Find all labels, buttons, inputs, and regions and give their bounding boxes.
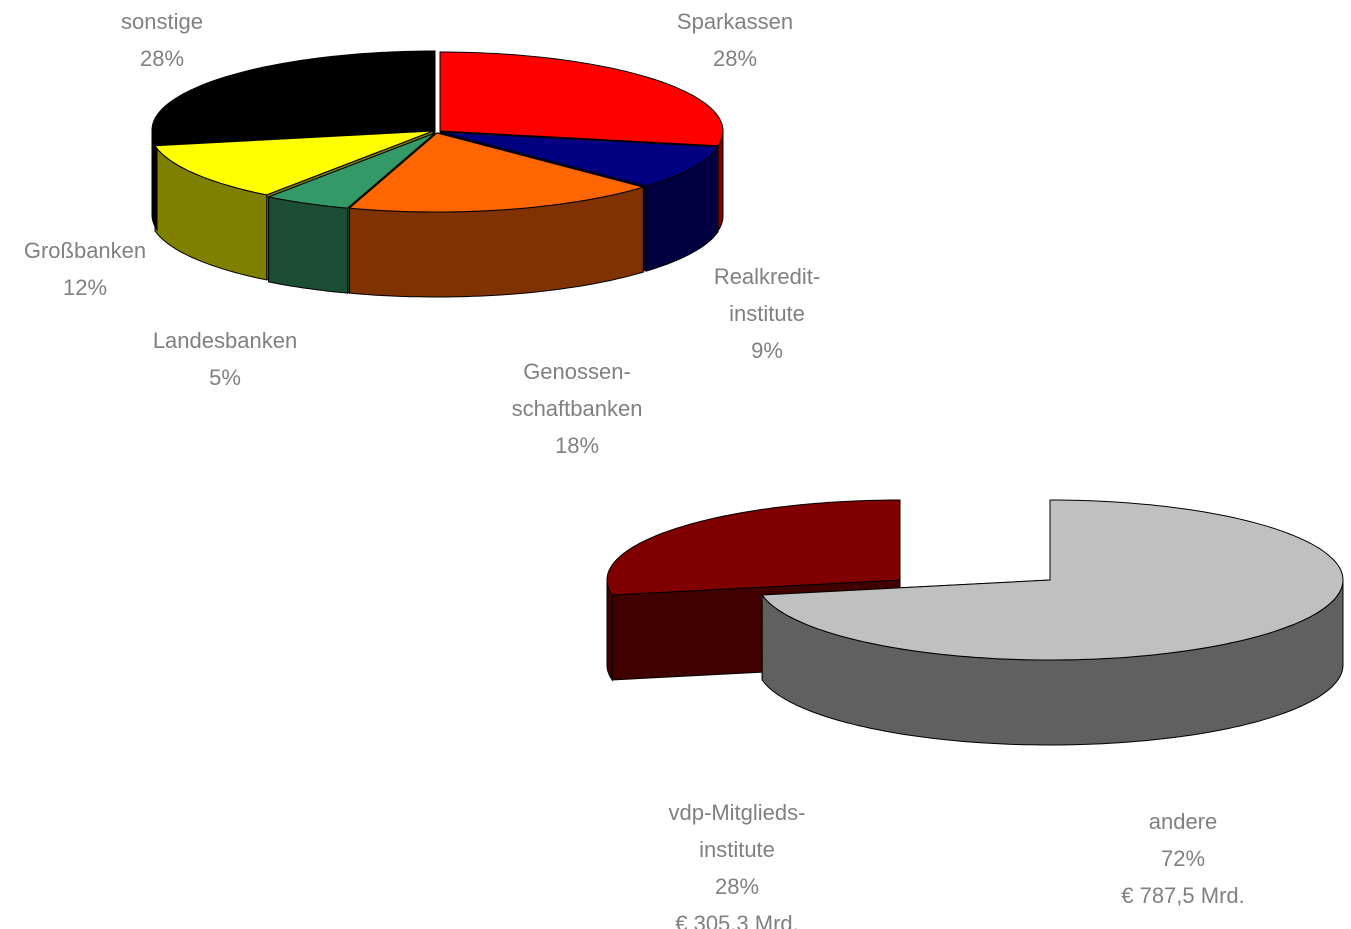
value-label: 72%: [1160, 846, 1206, 871]
category-label: vdp-Mitglieds- institute: [668, 800, 806, 862]
value-label: 18%: [554, 433, 600, 458]
value-label: 12%: [62, 275, 108, 300]
slice-label: vdp-Mitglieds- institute 28% € 305,3 Mrd.: [669, 794, 806, 929]
slice-label: Landesbanken 5%: [153, 322, 297, 396]
slice-label: Realkredit- institute 9%: [714, 258, 820, 369]
slice-label: sonstige 28%: [121, 3, 203, 77]
slice: [439, 51, 724, 147]
slice-label: Großbanken 12%: [24, 232, 146, 306]
category-label: sonstige: [121, 9, 203, 34]
slice-label: andere 72% € 787,5 Mrd.: [1121, 803, 1245, 914]
slice-side: [268, 196, 348, 294]
category-label: Sparkassen: [676, 9, 794, 34]
value-label: 9%: [751, 338, 783, 363]
value-label: 5%: [209, 365, 241, 390]
slice: [761, 499, 1344, 661]
value-label: 28%: [712, 46, 758, 71]
slice-label: Genossen- schaftbanken 18%: [512, 353, 643, 464]
category-label: Landesbanken: [152, 328, 298, 353]
slice-label: Sparkassen 28%: [677, 3, 793, 77]
amount-label: € 787,5 Mrd.: [1121, 883, 1245, 908]
pie: [151, 50, 724, 298]
category-label: Realkredit- institute: [713, 264, 821, 326]
slice: [151, 50, 436, 146]
amount-label: € 305,3 Mrd.: [675, 911, 799, 929]
slice: [439, 131, 719, 187]
slice: [348, 132, 646, 213]
slice-side: [151, 129, 158, 232]
slice: [266, 132, 436, 209]
value-label: 28%: [714, 874, 760, 899]
slice: [154, 130, 434, 196]
slice-side: [606, 579, 613, 682]
slice: [606, 499, 901, 596]
pie: [606, 499, 1344, 746]
category-label: Großbanken: [23, 238, 147, 263]
value-label: 28%: [139, 46, 185, 71]
category-label: Genossen- schaftbanken: [511, 359, 643, 421]
slice-side: [717, 130, 724, 233]
category-label: andere: [1148, 809, 1218, 834]
